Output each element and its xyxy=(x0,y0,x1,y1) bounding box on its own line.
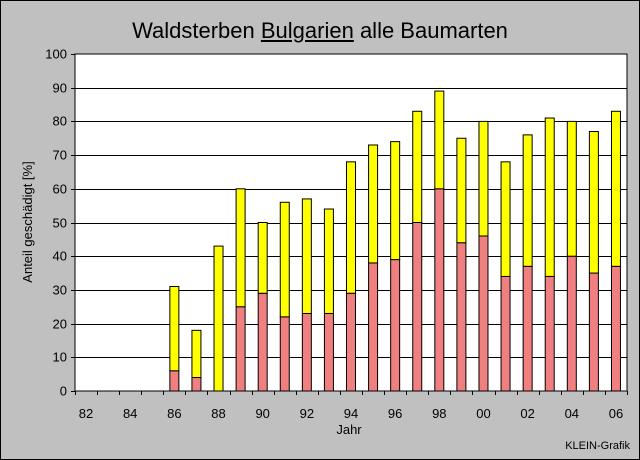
bar-segment-lower xyxy=(522,265,533,392)
x-tick-label: 88 xyxy=(211,406,225,421)
bar-segment-lower xyxy=(368,262,379,392)
bar-segment-lower xyxy=(412,222,423,392)
bar-segment-upper xyxy=(456,137,467,244)
credit-label: KLEIN-Grafik xyxy=(565,440,630,452)
bar-segment-upper xyxy=(588,131,599,274)
bar-segment-lower xyxy=(456,242,467,392)
y-tick-label: 10 xyxy=(53,350,67,365)
x-tick-label: 02 xyxy=(520,406,534,421)
x-tick-label: 86 xyxy=(167,406,181,421)
bar-segment-lower xyxy=(544,275,555,392)
bar-segment-lower xyxy=(500,275,511,392)
bar-segment-lower xyxy=(566,255,577,392)
x-tick-label: 04 xyxy=(565,406,579,421)
bar-segment-upper xyxy=(279,201,290,318)
chart-title: Waldsterben Bulgarien alle Baumarten xyxy=(0,18,640,44)
bar-segment-lower xyxy=(323,312,334,392)
x-axis-title: Jahr xyxy=(336,422,362,437)
bar-segment-lower xyxy=(478,235,489,392)
bar-segment-lower xyxy=(169,370,180,392)
x-tick-label: 06 xyxy=(609,406,623,421)
bar-segment-upper xyxy=(500,161,511,277)
bar-segment-upper xyxy=(301,198,312,314)
x-tick-label: 82 xyxy=(79,406,93,421)
bar-segment-upper xyxy=(346,161,356,294)
bar-segment-upper xyxy=(412,110,423,223)
bar-segment-lower xyxy=(257,292,268,392)
y-tick-label: 30 xyxy=(53,283,67,298)
bar-segment-upper xyxy=(235,188,246,308)
bar-segment-lower xyxy=(588,272,599,392)
bar-segment-upper xyxy=(544,117,555,277)
bar-segment-upper xyxy=(566,120,577,257)
y-tick-label: 90 xyxy=(53,81,67,96)
bar-segment-lower xyxy=(610,265,621,392)
bar-segment-upper xyxy=(213,245,224,392)
x-tick-label: 90 xyxy=(255,406,269,421)
x-tick-label: 00 xyxy=(476,406,490,421)
y-axis-title: Anteil geschädigt [%] xyxy=(20,161,35,282)
bar-segment-upper xyxy=(368,144,379,264)
y-tick-label: 100 xyxy=(45,47,67,62)
y-tick-label: 80 xyxy=(53,114,67,129)
bar-segment-upper xyxy=(478,120,489,237)
bar-segment-upper xyxy=(169,286,180,372)
bar-segment-upper xyxy=(434,90,445,190)
x-tick-label: 96 xyxy=(388,406,402,421)
y-tick-label: 40 xyxy=(53,249,67,264)
bar-segment-lower xyxy=(279,316,290,392)
y-tick-label: 60 xyxy=(53,182,67,197)
x-tick-label: 84 xyxy=(123,406,137,421)
bar-segment-upper xyxy=(390,141,401,261)
y-tick-label: 0 xyxy=(60,384,67,399)
bar-segment-lower xyxy=(235,306,246,392)
bar-segment-lower xyxy=(301,312,312,392)
title-text-country: Bulgarien xyxy=(260,18,354,43)
bar-segment-lower xyxy=(191,377,202,392)
bar-segment-upper xyxy=(257,222,268,294)
x-tick-label: 94 xyxy=(344,406,358,421)
title-text-start: Waldsterben xyxy=(132,18,261,43)
x-tick-label: 98 xyxy=(432,406,446,421)
y-tick-label: 20 xyxy=(53,317,67,332)
bar-segment-lower xyxy=(390,259,401,392)
y-tick-label: 50 xyxy=(53,216,67,231)
bar-segment-upper xyxy=(191,329,202,379)
y-tick-label: 70 xyxy=(53,148,67,163)
bar-segment-upper xyxy=(323,208,334,314)
bar-segment-upper xyxy=(610,110,621,267)
bar-segment-lower xyxy=(346,292,356,392)
title-text-end: alle Baumarten xyxy=(353,18,508,43)
bar-segment-upper xyxy=(522,134,533,267)
bar-segment-lower xyxy=(434,188,445,392)
x-tick-label: 92 xyxy=(300,406,314,421)
